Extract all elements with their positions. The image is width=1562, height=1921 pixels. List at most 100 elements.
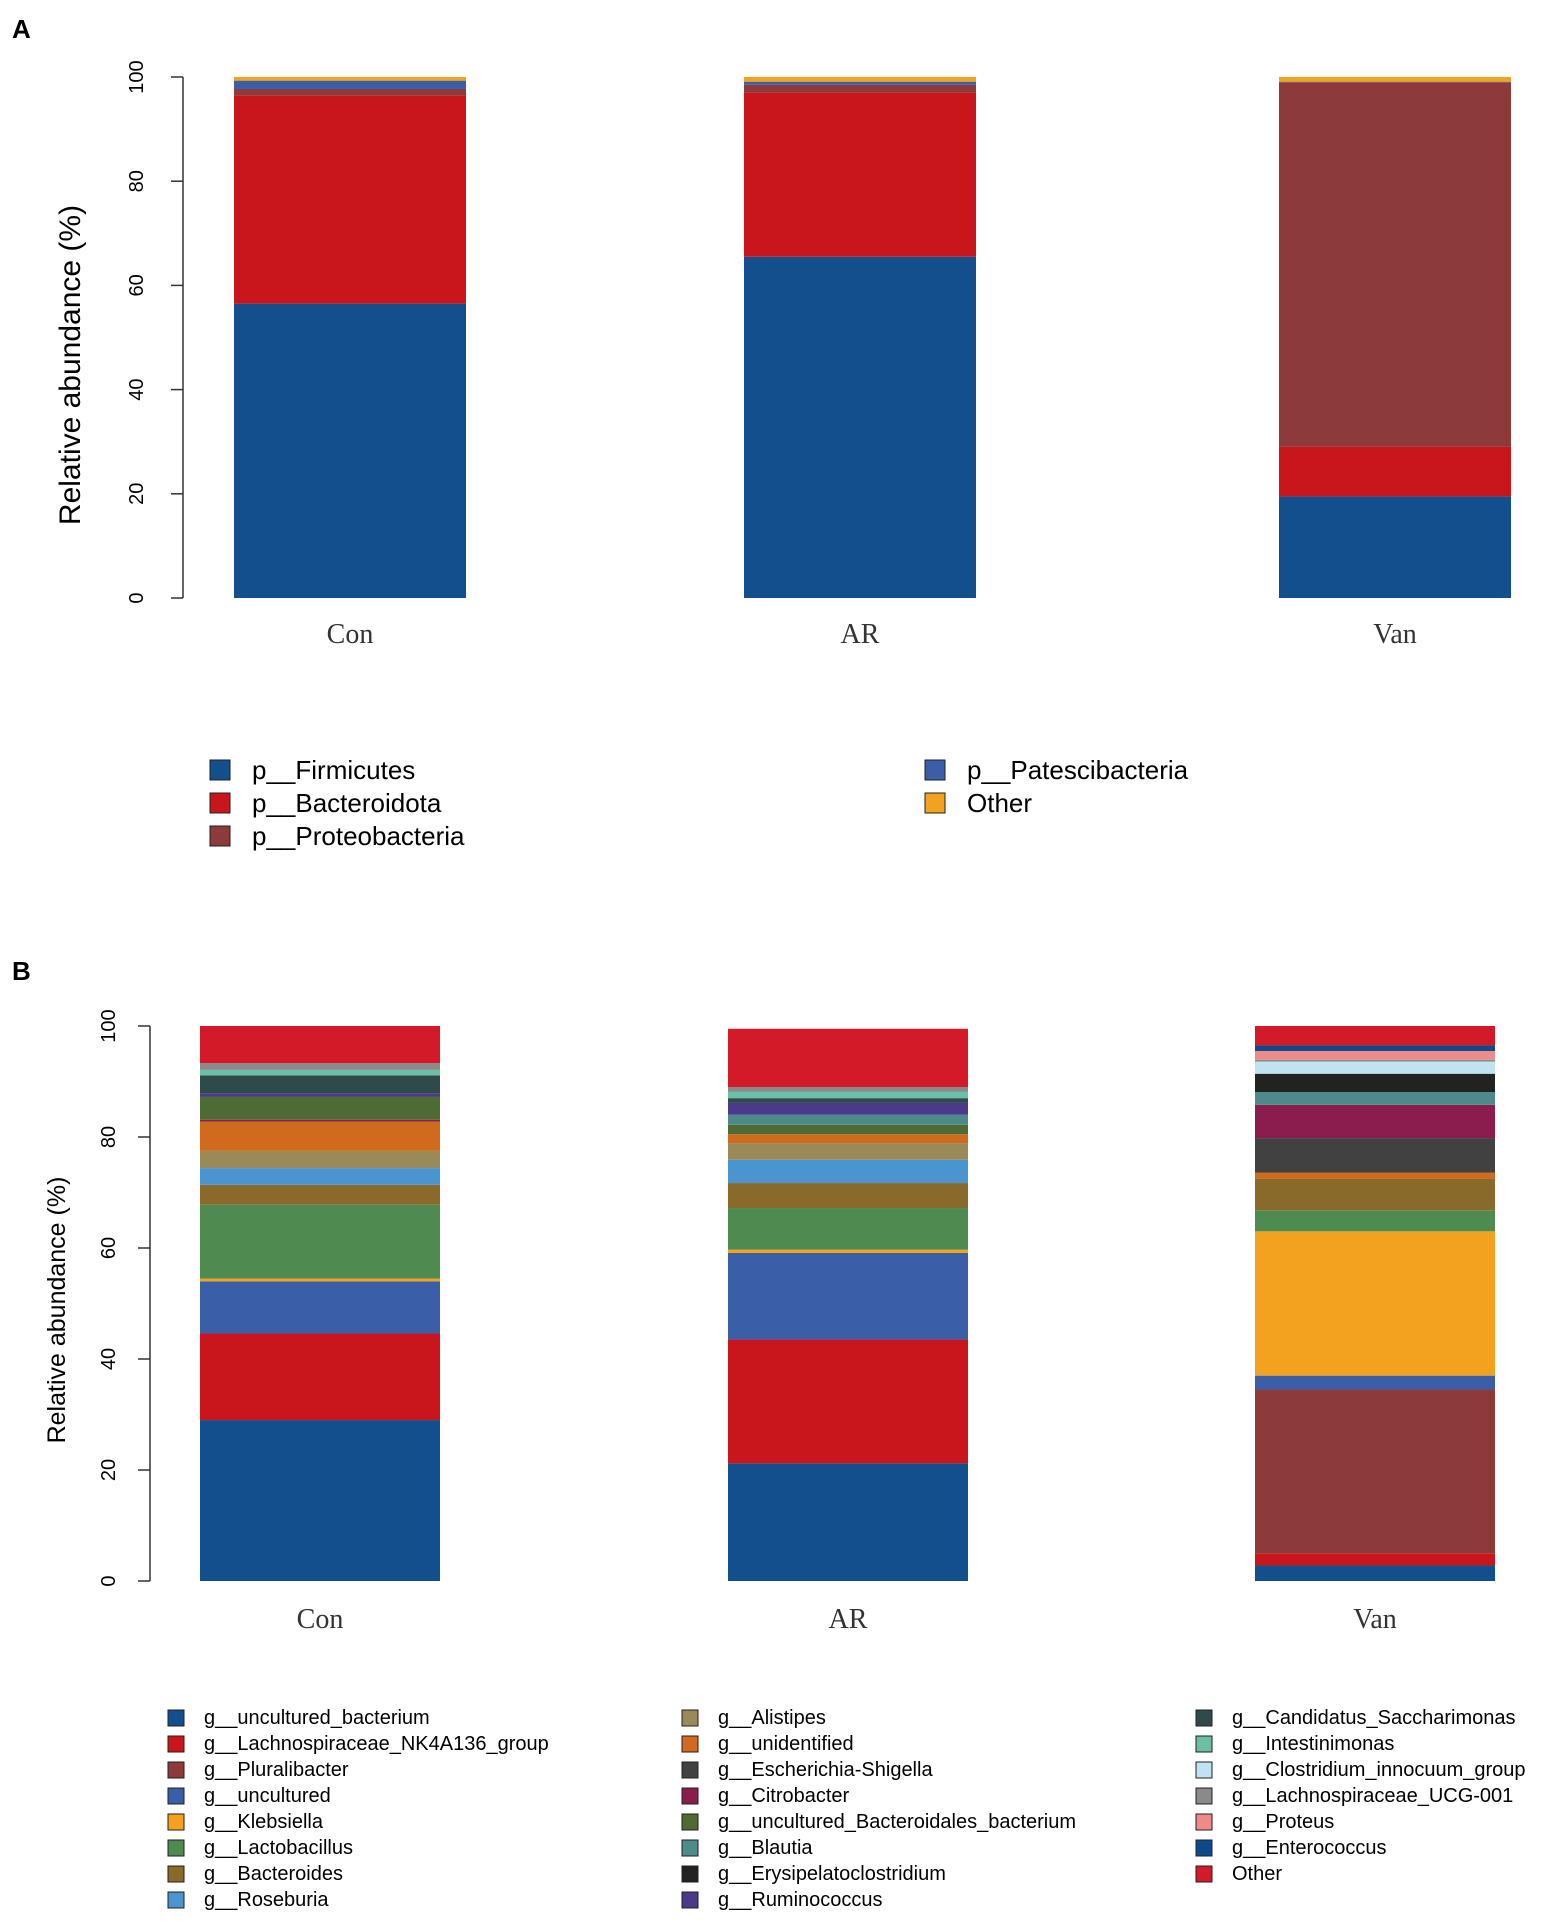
panel-a-bar-van-segment-4	[1279, 77, 1511, 82]
panel-b-bar-con-segment-16	[200, 1075, 440, 1094]
panel-a-legend-label-1: p__Bacteroidota	[252, 788, 442, 818]
panel-a-bar-van-segment-0	[1279, 496, 1511, 598]
panel-a-chart: Relative abundance (%) 0 20 40 60 80 100 Con A…	[54, 60, 1511, 851]
panel-b-legend-label-11: g__Citrobacter	[718, 1785, 850, 1807]
panel-a-category-label-van: Van	[1373, 619, 1417, 650]
panel-b-bar-ar-segment-15	[728, 1102, 968, 1115]
panel-b-bar-van-segment-11	[1255, 1104, 1495, 1139]
panel-b-legend-label-12: g__uncultured_Bacteroidales_bacterium	[718, 1811, 1076, 1833]
panel-b-legend-label-22: Other	[1232, 1863, 1282, 1885]
panel-a-legend-label-3: p__Patescibacteria	[967, 755, 1189, 785]
panel-b-legend-swatch-20	[1195, 1813, 1213, 1831]
panel-b-category-label-con: Con	[297, 1604, 344, 1635]
panel-a-y-tick-label: 40	[126, 378, 148, 400]
panel-b-legend-label-9: g__unidentified	[718, 1733, 854, 1755]
panel-a-category-labels: Con AR Van	[327, 619, 1417, 650]
panel-b-legend-swatch-15	[681, 1891, 699, 1909]
panel-b-bar-ar-segment-12	[728, 1124, 968, 1135]
panel-b-legend-swatch-9	[681, 1735, 699, 1753]
panel-b-y-tick-label: 100	[98, 1009, 120, 1042]
panel-b-bar-ar-segment-1	[728, 1339, 968, 1464]
panel-b-y-tick-label: 40	[98, 1348, 120, 1370]
panel-a-letter: A	[12, 14, 31, 44]
panel-a-legend-swatch-3	[924, 759, 946, 781]
panel-a-y-axis: 0 20 40 60 80 100	[126, 60, 184, 604]
panel-b-legend-label-16: g__Candidatus_Saccharimonas	[1232, 1707, 1516, 1729]
panel-b-bar-van-segment-20	[1255, 1050, 1495, 1060]
panel-a-bar-ar-segment-2	[744, 84, 976, 93]
panel-b-legend-label-5: g__Lactobacillus	[204, 1837, 353, 1859]
panel-b-legend-label-18: g__Clostridium_innocuum_group	[1232, 1759, 1526, 1781]
panel-b-legend-label-17: g__Intestinimonas	[1232, 1733, 1394, 1755]
panel-b-category-label-van: Van	[1353, 1604, 1397, 1635]
panel-b-legend-swatch-10	[681, 1761, 699, 1779]
panel-a-bar-ar-segment-3	[744, 81, 976, 85]
panel-b-bar-con-segment-4	[200, 1278, 440, 1282]
panel-a-legend-swatch-0	[209, 759, 231, 781]
panel-a-legend-swatch-2	[209, 825, 231, 847]
panel-b-bar-ar-segment-8	[728, 1143, 968, 1160]
panel-a-y-tick-label: 20	[126, 483, 148, 505]
panel-b-legend-label-10: g__Escherichia-Shigella	[718, 1759, 933, 1781]
panel-a-bar-con-segment-1	[234, 95, 466, 304]
panel-b-legend-swatch-6	[167, 1865, 185, 1883]
panel-b-bar-ar-segment-16	[728, 1098, 968, 1103]
panel-b-legend-label-14: g__Erysipelatoclostridium	[718, 1863, 946, 1885]
panel-b-legend-swatch-22	[1195, 1865, 1213, 1883]
panel-b-bar-con-segment-19	[200, 1063, 440, 1070]
panel-b-y-tick-label: 60	[98, 1237, 120, 1259]
panel-a-legend: p__Firmicutesp__Bacteroidotap__Proteobac…	[209, 755, 1189, 851]
panel-b-legend-swatch-3	[167, 1787, 185, 1805]
panel-a-bar-van-segment-2	[1279, 82, 1511, 447]
panel-b-legend-label-20: g__Proteus	[1232, 1811, 1334, 1833]
panel-b-y-tick-label: 20	[98, 1459, 120, 1481]
panel-b-legend-label-8: g__Alistipes	[718, 1707, 826, 1729]
panel-b-legend-label-19: g__Lachnospiraceae_UCG-001	[1232, 1785, 1513, 1807]
panel-a-bar-van-segment-3	[1279, 81, 1511, 83]
panel-b-category-label-ar: AR	[829, 1604, 868, 1635]
panel-a-y-tick-label: 60	[126, 274, 148, 296]
panel-b-legend-swatch-0	[167, 1709, 185, 1727]
panel-b-legend-swatch-11	[681, 1787, 699, 1805]
panel-b-legend-label-15: g__Ruminococcus	[718, 1889, 883, 1911]
panel-b-bar-con-segment-7	[200, 1168, 440, 1185]
panel-a-legend-label-4: Other	[967, 788, 1032, 818]
panel-a-legend-label-2: p__Proteobacteria	[252, 821, 465, 851]
panel-b-bar-ar-segment-13	[728, 1114, 968, 1125]
panel-b-bar-con-segment-17	[200, 1069, 440, 1076]
panel-a-bars	[234, 77, 1511, 598]
panel-b-bar-van-segment-10	[1255, 1138, 1495, 1173]
panel-b-legend-label-4: g__Klebsiella	[204, 1811, 324, 1833]
panel-a-bar-con-segment-4	[234, 77, 466, 81]
panel-b-legend-label-1: g__Lachnospiraceae_NK4A136_group	[204, 1733, 549, 1755]
panel-b-bar-van-segment-6	[1255, 1178, 1495, 1211]
panel-b-bar-con-segment-3	[200, 1281, 440, 1334]
panel-a-y-tick-label: 80	[126, 170, 148, 192]
panel-b-y-tick-label: 0	[98, 1575, 120, 1586]
panel-b-bar-ar-segment-19	[728, 1087, 968, 1092]
panel-b-bar-van-segment-22	[1255, 1026, 1495, 1046]
panel-a-legend-label-0: p__Firmicutes	[252, 755, 415, 785]
panel-b-legend-label-0: g__uncultured_bacterium	[204, 1707, 430, 1729]
panel-b-category-labels: Con AR Van	[297, 1604, 1397, 1635]
panel-b-bar-ar-segment-17	[728, 1091, 968, 1099]
panel-b-legend-label-13: g__Blautia	[718, 1837, 813, 1859]
panel-b-legend-swatch-8	[681, 1709, 699, 1727]
panel-a-bar-ar-segment-0	[744, 256, 976, 598]
panel-b-legend-swatch-21	[1195, 1839, 1213, 1857]
panel-a-bar-con-segment-3	[234, 80, 466, 89]
panel-b-bar-van-segment-5	[1255, 1210, 1495, 1232]
panel-b-bar-ar-segment-6	[728, 1183, 968, 1209]
panel-b-legend-swatch-1	[167, 1735, 185, 1753]
panel-b-bars	[200, 1026, 1495, 1581]
panel-b-legend-swatch-7	[167, 1891, 185, 1909]
panel-a-bar-ar-segment-4	[744, 77, 976, 82]
panel-b-legend-swatch-2	[167, 1761, 185, 1779]
panel-a-y-tick-label: 100	[126, 60, 148, 93]
panel-b-legend-swatch-5	[167, 1839, 185, 1857]
panel-b-bar-ar-segment-4	[728, 1249, 968, 1253]
panel-b-bar-van-segment-18	[1255, 1061, 1495, 1074]
panel-b-letter: B	[12, 956, 31, 986]
panel-b-bar-con-segment-22	[200, 1026, 440, 1064]
